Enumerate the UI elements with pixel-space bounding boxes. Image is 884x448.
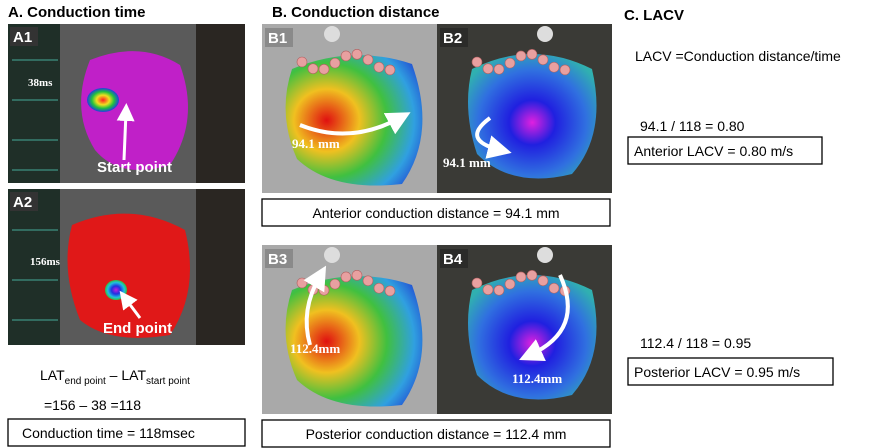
- calculation: =156 – 38 =118: [44, 397, 141, 413]
- annotation: 156ms: [30, 256, 61, 268]
- bead: [538, 276, 548, 286]
- bead: [494, 64, 504, 74]
- image-label: B2: [443, 30, 462, 47]
- icon: [324, 26, 340, 42]
- bead: [527, 270, 537, 280]
- annotation: 112.4mm: [512, 371, 562, 386]
- annotation: Start point: [97, 159, 172, 176]
- image-label: B3: [268, 251, 287, 268]
- image-label: B4: [443, 251, 463, 268]
- bead: [319, 64, 329, 74]
- bead: [352, 49, 362, 59]
- annotation: 112.4mm: [290, 341, 340, 356]
- bead: [341, 272, 351, 282]
- bead: [341, 51, 351, 61]
- bead: [560, 65, 570, 75]
- bead: [516, 51, 526, 61]
- bead: [483, 64, 493, 74]
- bead: [374, 62, 384, 72]
- bead: [549, 62, 559, 72]
- result: Posterior conduction distance = 112.4 mm: [306, 426, 567, 442]
- bead: [385, 65, 395, 75]
- bead: [319, 285, 329, 295]
- panel-title: C. LACV: [624, 7, 684, 24]
- bead: [297, 278, 307, 288]
- formula-part: LAT: [40, 367, 65, 383]
- result: Conduction time = 118msec: [22, 425, 195, 441]
- bead: [385, 286, 395, 296]
- map-shape: [286, 55, 423, 185]
- annotation: 94.1 mm: [292, 136, 340, 151]
- panel-title: B. Conduction distance: [272, 4, 440, 21]
- bead: [363, 55, 373, 65]
- bead: [483, 285, 493, 295]
- formula: LATend point – LATstart point: [40, 367, 190, 387]
- bead: [374, 283, 384, 293]
- icon: [324, 247, 340, 263]
- bead: [352, 270, 362, 280]
- bead: [516, 272, 526, 282]
- definition: LACV =Conduction distance/time: [635, 48, 841, 64]
- formula-sub: start point: [146, 376, 190, 387]
- bead: [527, 49, 537, 59]
- bead: [330, 58, 340, 68]
- image-label: A2: [13, 194, 32, 211]
- icon: [537, 26, 553, 42]
- image-label: B1: [268, 30, 287, 47]
- bead: [549, 283, 559, 293]
- bead: [297, 57, 307, 67]
- figure: A. Conduction time A1 38ms Start point A…: [0, 0, 884, 448]
- bead: [494, 285, 504, 295]
- annotation: End point: [103, 320, 172, 337]
- bead: [308, 64, 318, 74]
- bead: [505, 58, 515, 68]
- calculation: 112.4 / 118 = 0.95: [640, 335, 751, 351]
- result: Anterior LACV = 0.80 m/s: [634, 143, 793, 159]
- bead: [363, 276, 373, 286]
- bead: [538, 55, 548, 65]
- panel-title: A. Conduction time: [8, 4, 146, 21]
- result: Anterior conduction distance = 94.1 mm: [312, 205, 559, 221]
- bead: [330, 279, 340, 289]
- result: Posterior LACV = 0.95 m/s: [634, 364, 800, 380]
- bead: [472, 57, 482, 67]
- image-label: A1: [13, 29, 32, 46]
- calculation: 94.1 / 118 = 0.80: [640, 118, 745, 134]
- formula-part: – LAT: [106, 367, 147, 383]
- annotation: 38ms: [28, 77, 53, 89]
- annotation: 94.1 mm: [443, 155, 491, 170]
- formula-sub: end point: [65, 376, 106, 387]
- icon: [537, 247, 553, 263]
- bead: [472, 278, 482, 288]
- bead: [505, 279, 515, 289]
